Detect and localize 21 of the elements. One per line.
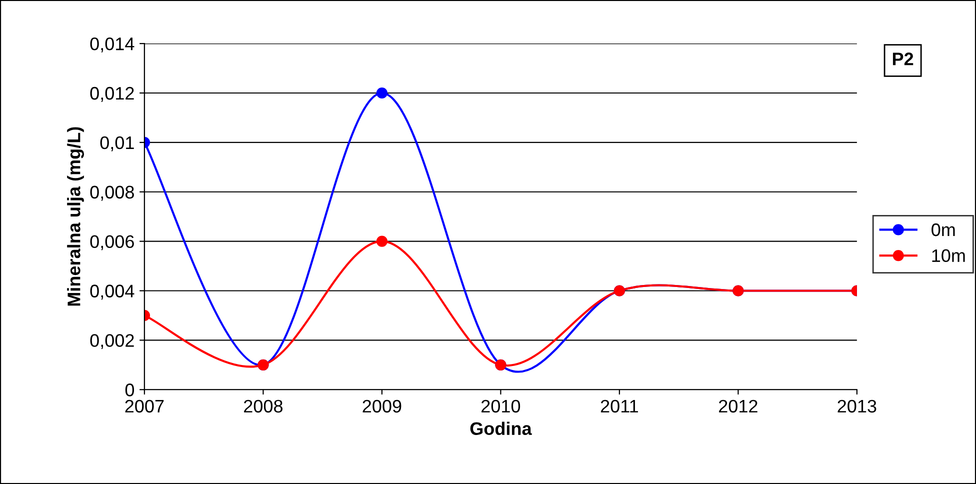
text: P2 (892, 52, 914, 66)
legend-label: 10m (932, 249, 965, 262)
x-tick-label: 2012 (719, 400, 758, 413)
legend-label: 0m (932, 223, 955, 236)
y-tick-label: 0,008 (90, 186, 134, 201)
y-tick-label: 0 (125, 384, 134, 396)
y-tick-label: 0,014 (90, 37, 134, 52)
x-tick-label: 2008 (244, 400, 282, 413)
x-axis-title: Godina (470, 422, 532, 435)
y-tick-label: 0,002 (90, 334, 134, 350)
x-tick-label: 2011 (600, 400, 638, 413)
x-tick-label: 2010 (482, 400, 520, 413)
point (376, 236, 388, 247)
y-tick-label: 0,004 (90, 284, 134, 300)
x-tick-label: 2009 (362, 400, 402, 413)
y-tick-label: 0,012 (90, 86, 134, 102)
y-tick-label: 0,006 (90, 235, 134, 250)
y-axis-title: Mineralna ulja (mg/L) (67, 127, 84, 306)
x-tick-label: 2007 (125, 400, 164, 413)
y-tick-label: 0,01 (100, 136, 134, 152)
x-tick-label: 2013 (838, 400, 876, 413)
